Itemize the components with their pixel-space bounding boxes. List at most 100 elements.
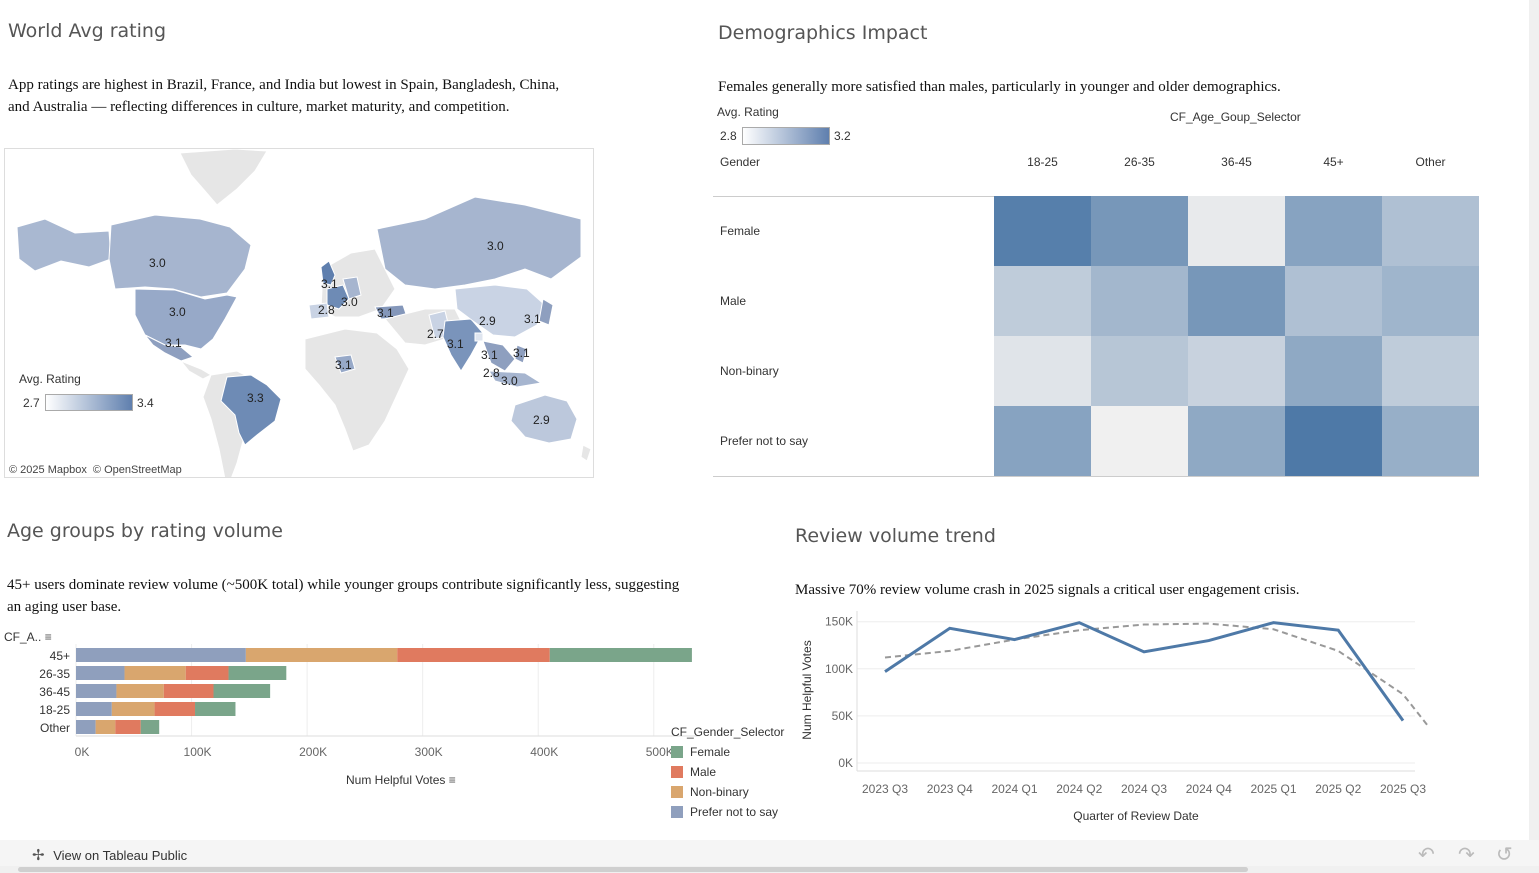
heatmap-bottom-rule bbox=[713, 476, 1479, 477]
heatmap-row-header[interactable]: Gender bbox=[720, 155, 761, 169]
heatmap-cell[interactable] bbox=[1382, 196, 1479, 266]
map-label-pakistan: 2.7 bbox=[427, 327, 444, 341]
map-nz bbox=[580, 444, 592, 462]
legend-item[interactable]: Female bbox=[671, 745, 801, 759]
heatmap-cell[interactable] bbox=[994, 196, 1091, 266]
bar-segment[interactable] bbox=[115, 720, 141, 734]
bar-segment[interactable] bbox=[154, 702, 196, 716]
bar-segment[interactable] bbox=[116, 684, 164, 698]
heatmap-cell[interactable] bbox=[1285, 336, 1382, 406]
heatmap-cell[interactable] bbox=[1091, 406, 1188, 476]
heatmap-cell[interactable] bbox=[1188, 406, 1285, 476]
redo-icon[interactable]: ↷ bbox=[1458, 844, 1475, 866]
heatmap-cell[interactable] bbox=[1188, 196, 1285, 266]
map-label-uk: 3.1 bbox=[321, 277, 338, 291]
world-description: App ratings are highest in Brazil, Franc… bbox=[8, 77, 560, 115]
age-axis-header-label: CF_A.. bbox=[4, 630, 42, 644]
heatmap-col-label: Other bbox=[1415, 155, 1446, 169]
gender-legend[interactable]: CF_Gender_Selector Female Male Non-binary P… bbox=[671, 725, 801, 825]
gender-legend-title: CF_Gender_Selector bbox=[671, 725, 785, 739]
trend-line-chart[interactable]: 0K 50K 100K 150K 2023 Q3 2023 Q4 2024 Q1 2024 Q… bbox=[795, 600, 1435, 830]
heatmap-column-header[interactable]: CF_Age_Goup_Selector bbox=[1170, 110, 1301, 124]
map-label-china: 2.9 bbox=[479, 314, 496, 328]
heatmap-col-label: 36-45 bbox=[1221, 155, 1252, 169]
bar-segment[interactable] bbox=[95, 720, 116, 734]
gender-legend-items: Female Male Non-binary Prefer not to say bbox=[671, 745, 801, 819]
undo-icon[interactable]: ↶ bbox=[1418, 844, 1435, 866]
line-x-tick: 2023 Q4 bbox=[927, 782, 973, 796]
line-x-tick: 2024 Q1 bbox=[991, 782, 1037, 796]
legend-label: Female bbox=[690, 745, 731, 759]
heatmap-cell[interactable] bbox=[1382, 406, 1479, 476]
map-label-japan: 3.1 bbox=[524, 312, 541, 326]
heatmap-cell[interactable] bbox=[1091, 266, 1188, 336]
map-nigeria bbox=[334, 354, 356, 374]
demo-legend-title: Avg. Rating bbox=[717, 105, 779, 119]
heatmap-cell[interactable] bbox=[1382, 336, 1479, 406]
bar-segment[interactable] bbox=[76, 666, 125, 680]
sort-icon[interactable]: ≡ bbox=[44, 630, 52, 644]
review-volume-line[interactable] bbox=[884, 621, 1405, 722]
map-germany bbox=[342, 276, 362, 300]
heatmap-cell[interactable] bbox=[994, 266, 1091, 336]
heatmap-col-label: 26-35 bbox=[1124, 155, 1155, 169]
map-label-brazil: 3.3 bbox=[247, 391, 264, 405]
legend-item[interactable]: Non-binary bbox=[671, 785, 801, 799]
world-legend-gradient bbox=[45, 394, 133, 411]
legend-item[interactable]: Male bbox=[671, 765, 801, 779]
heatmap-cell[interactable] bbox=[994, 406, 1091, 476]
world-legend-title: Avg. Rating bbox=[19, 372, 81, 386]
map-labels: 3.0 3.0 3.1 3.3 3.1 3.0 2.8 3.1 3.0 2.7 … bbox=[149, 239, 550, 427]
map-greenland bbox=[179, 149, 268, 206]
bar-segment[interactable] bbox=[111, 702, 155, 716]
trend-description: Massive 70% review volume crash in 2025 … bbox=[795, 582, 1300, 598]
bar-segment[interactable] bbox=[397, 648, 550, 662]
heatmap-row-label: Male bbox=[720, 294, 747, 308]
trend-line[interactable] bbox=[884, 622, 1430, 728]
bar-segment[interactable] bbox=[163, 684, 214, 698]
sort-icon[interactable]: ≡ bbox=[448, 773, 456, 787]
bar-segment[interactable] bbox=[228, 666, 287, 680]
bar-segment[interactable] bbox=[213, 684, 271, 698]
heatmap-row-label: Non-binary bbox=[720, 364, 779, 378]
map-attribution[interactable]: © 2025 Mapbox © OpenStreetMap bbox=[9, 464, 182, 476]
map-alaska bbox=[16, 218, 112, 272]
bar-segment[interactable] bbox=[76, 684, 117, 698]
bar-segment[interactable] bbox=[124, 666, 186, 680]
map-australia bbox=[510, 394, 578, 444]
bar-segment[interactable] bbox=[140, 720, 160, 734]
bar-category-label: 45+ bbox=[50, 649, 70, 663]
heatmap-cell[interactable] bbox=[1188, 336, 1285, 406]
map-label-malaysia: 2.8 bbox=[483, 366, 500, 380]
bar-segment[interactable] bbox=[76, 648, 246, 662]
revert-icon[interactable]: ↺ bbox=[1496, 844, 1513, 866]
age-bar-chart[interactable]: 0K 100K 200K 300K 400K 500K 45+ 26-35 36-45 18-25… bbox=[0, 640, 700, 790]
heatmap-cell[interactable] bbox=[994, 336, 1091, 406]
vertical-scrollbar[interactable] bbox=[1529, 0, 1539, 840]
heatmap-cell[interactable] bbox=[1285, 406, 1382, 476]
heatmap-cell[interactable] bbox=[1285, 196, 1382, 266]
legend-item[interactable]: Prefer not to say bbox=[671, 805, 801, 819]
bar-segment[interactable] bbox=[195, 702, 236, 716]
horizontal-scrollbar-thumb[interactable] bbox=[18, 867, 1248, 872]
map-label-canada: 3.0 bbox=[149, 256, 166, 270]
world-map[interactable]: 3.0 3.0 3.1 3.3 3.1 3.0 2.8 3.1 3.0 2.7 … bbox=[4, 148, 594, 478]
bar-segment[interactable] bbox=[549, 648, 692, 662]
heatmap-cell[interactable] bbox=[1091, 336, 1188, 406]
bar-segment[interactable] bbox=[76, 720, 96, 734]
heatmap-cell[interactable] bbox=[1188, 266, 1285, 336]
heatmap-cell[interactable] bbox=[1285, 266, 1382, 336]
bar-segment[interactable] bbox=[76, 702, 112, 716]
map-japan bbox=[538, 298, 554, 326]
horizontal-scrollbar[interactable] bbox=[0, 866, 1539, 873]
map-canada bbox=[108, 214, 252, 298]
bar-segment[interactable] bbox=[185, 666, 229, 680]
heatmap-cell[interactable] bbox=[1382, 266, 1479, 336]
map-mexico bbox=[144, 334, 195, 362]
tableau-public-link[interactable]: ✢ View on Tableau Public bbox=[32, 846, 187, 864]
heatmap-cell[interactable] bbox=[1091, 196, 1188, 266]
bar-segment[interactable] bbox=[245, 648, 398, 662]
heatmap-col-label: 18-25 bbox=[1027, 155, 1058, 169]
age-axis-header[interactable]: CF_A.. ≡ bbox=[4, 630, 52, 644]
map-central-america bbox=[179, 359, 213, 380]
